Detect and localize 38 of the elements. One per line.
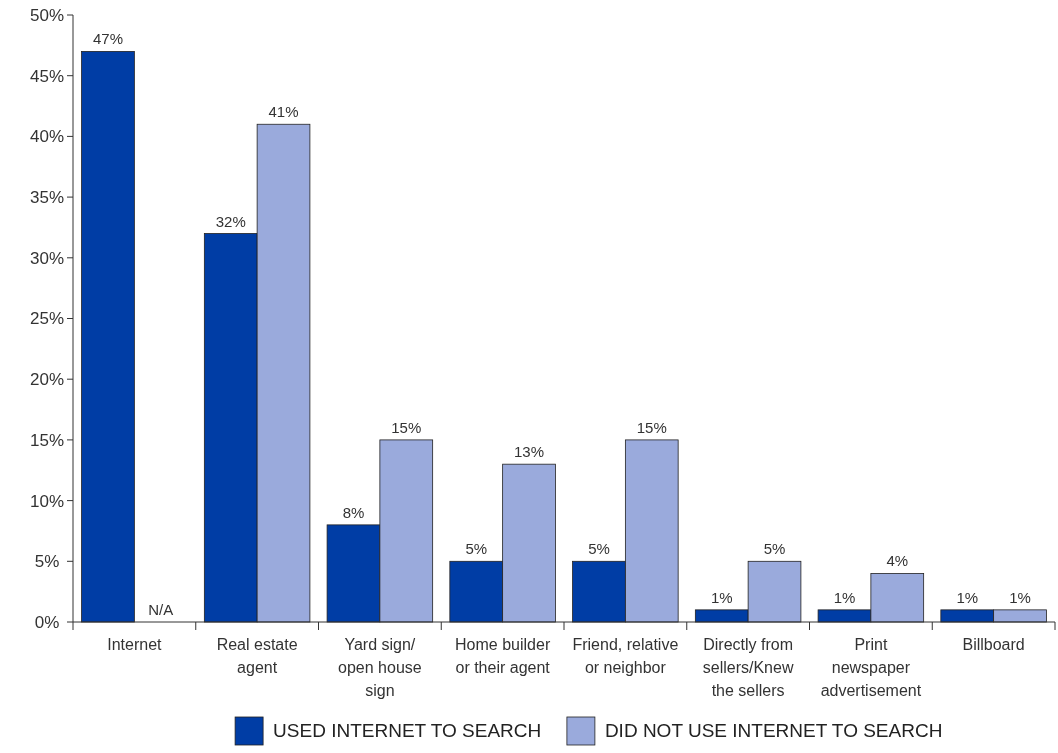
- data-label: 47%: [92, 30, 123, 48]
- data-label: 32%: [215, 212, 246, 230]
- y-tick-label: 15%: [29, 430, 65, 450]
- x-tick-label: Home builder or their agent: [455, 636, 551, 676]
- x-tick-label: Yard sign/ open house sign: [338, 636, 422, 699]
- data-label: 1%: [956, 588, 979, 606]
- y-tick-label: 0%: [34, 612, 60, 632]
- data-label: 5%: [588, 540, 610, 558]
- text: N/A: [148, 601, 174, 618]
- data-label: 15%: [391, 418, 422, 436]
- data-label: 1%: [833, 588, 856, 606]
- bar: [81, 51, 135, 623]
- x-tick-label: Print newspaper advertisement: [820, 636, 922, 699]
- x-tick-label: Billboard: [962, 636, 1025, 653]
- x-tick-label: Real estate agent: [216, 636, 298, 676]
- legend-label: USED INTERNET TO SEARCH: [273, 720, 542, 741]
- y-tick-label: 35%: [29, 188, 65, 208]
- data-label: 4%: [886, 552, 909, 570]
- y-tick-label: 25%: [29, 309, 65, 329]
- y-tick-label: 40%: [29, 127, 65, 147]
- data-label: 8%: [342, 503, 365, 521]
- y-tick-label: 20%: [29, 370, 65, 390]
- x-tick-label: Internet: [107, 636, 163, 653]
- x-tick-label: Directly from sellers/Knew the sellers: [702, 636, 794, 699]
- legend-label: DID NOT USE INTERNET TO SEARCH: [604, 720, 943, 741]
- y-tick-label: 30%: [29, 248, 65, 268]
- data-label: 1%: [710, 588, 733, 606]
- data-label: 13%: [514, 443, 545, 461]
- y-tick-label: 45%: [29, 66, 65, 86]
- data-label: 5%: [465, 540, 488, 558]
- data-label: 5%: [763, 540, 786, 558]
- data-label: 1%: [1009, 588, 1031, 606]
- data-label: 15%: [636, 418, 667, 436]
- y-tick-label: 5%: [34, 552, 60, 572]
- x-tick-label: Friend, relative or neighbor: [572, 636, 679, 676]
- y-tick-label: 50%: [29, 5, 65, 25]
- y-tick-label: 10%: [29, 491, 65, 511]
- data-label: 41%: [268, 103, 299, 121]
